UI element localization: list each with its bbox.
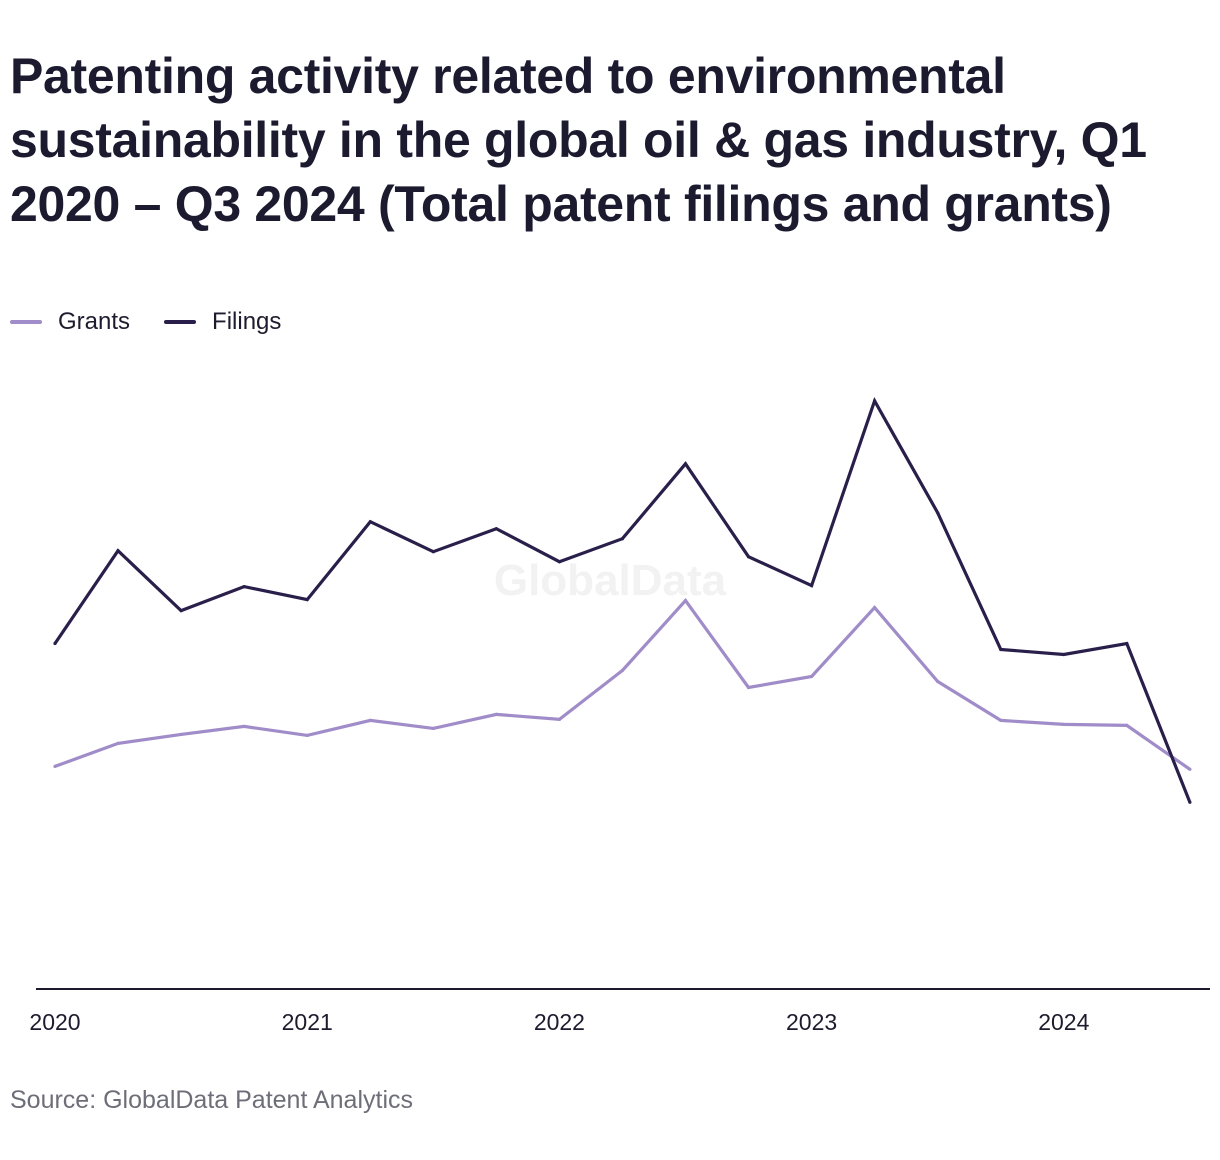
data-point-filings bbox=[1125, 641, 1129, 646]
data-point-filings bbox=[999, 647, 1003, 652]
legend-item-grants: Grants bbox=[10, 308, 130, 336]
data-point-grants bbox=[620, 668, 625, 673]
data-point-grants bbox=[936, 679, 940, 684]
chart-title: Patenting activity related to environmen… bbox=[10, 48, 1147, 232]
x-tick-label: 2023 bbox=[786, 1009, 837, 1035]
data-point-filings bbox=[873, 399, 877, 403]
series-grants bbox=[53, 598, 1192, 771]
data-point-filings bbox=[431, 550, 435, 554]
data-point-grants bbox=[1188, 767, 1192, 771]
data-point-grants bbox=[999, 718, 1003, 723]
data-point-filings bbox=[936, 511, 940, 515]
x-axis-ticks: 2020 2021 2022 2023 2024 bbox=[29, 1009, 1089, 1035]
source-note: Source: GlobalData Patent Analytics bbox=[10, 1086, 414, 1114]
data-point-filings bbox=[620, 537, 625, 541]
data-point-filings bbox=[368, 520, 372, 524]
legend-swatch-filings bbox=[164, 320, 197, 324]
data-point-grants bbox=[1125, 723, 1129, 728]
data-point-filings bbox=[683, 462, 688, 466]
legend-label-grants: Grants bbox=[58, 308, 131, 335]
data-point-grants bbox=[494, 712, 498, 717]
data-point-filings bbox=[242, 585, 246, 589]
watermark-logo: GlobalData bbox=[494, 556, 727, 605]
data-point-filings bbox=[810, 584, 814, 588]
data-point-filings bbox=[305, 598, 309, 602]
data-point-grants bbox=[810, 674, 814, 679]
chart-legend: Grants Filings bbox=[10, 306, 281, 338]
legend-swatch-grants bbox=[10, 320, 42, 324]
data-point-grants bbox=[305, 733, 309, 738]
legend-label-filings: Filings bbox=[212, 308, 282, 335]
data-point-filings bbox=[116, 549, 120, 553]
data-point-filings bbox=[53, 641, 57, 646]
data-point-filings bbox=[1062, 652, 1066, 657]
x-tick-label: 2021 bbox=[282, 1009, 333, 1035]
data-point-filings bbox=[179, 609, 183, 613]
data-point-filings bbox=[557, 560, 562, 564]
data-point-filings bbox=[494, 527, 498, 531]
data-point-grants bbox=[53, 764, 57, 769]
data-point-filings bbox=[746, 555, 751, 559]
x-tick-label: 2022 bbox=[534, 1009, 585, 1035]
data-point-filings bbox=[1188, 800, 1192, 804]
x-tick-label: 2024 bbox=[1038, 1009, 1089, 1035]
series-layer bbox=[53, 397, 1192, 804]
series-line-grants bbox=[54, 598, 1191, 771]
data-point-grants bbox=[683, 599, 688, 603]
data-point-grants bbox=[179, 732, 183, 737]
data-point-grants bbox=[116, 741, 120, 746]
data-point-grants bbox=[1062, 722, 1066, 727]
data-point-grants bbox=[368, 718, 372, 723]
x-tick-label: 2020 bbox=[29, 1009, 80, 1035]
data-point-grants bbox=[746, 685, 751, 690]
data-point-grants bbox=[431, 726, 435, 731]
data-point-grants bbox=[557, 717, 562, 722]
data-point-grants bbox=[873, 606, 877, 610]
data-point-grants bbox=[242, 724, 246, 729]
series-filings bbox=[53, 397, 1192, 804]
legend-item-filings: Filings bbox=[164, 308, 281, 336]
line-chart: GlobalData 2020 2021 2022 2023 2024 bbox=[29, 397, 1210, 1035]
